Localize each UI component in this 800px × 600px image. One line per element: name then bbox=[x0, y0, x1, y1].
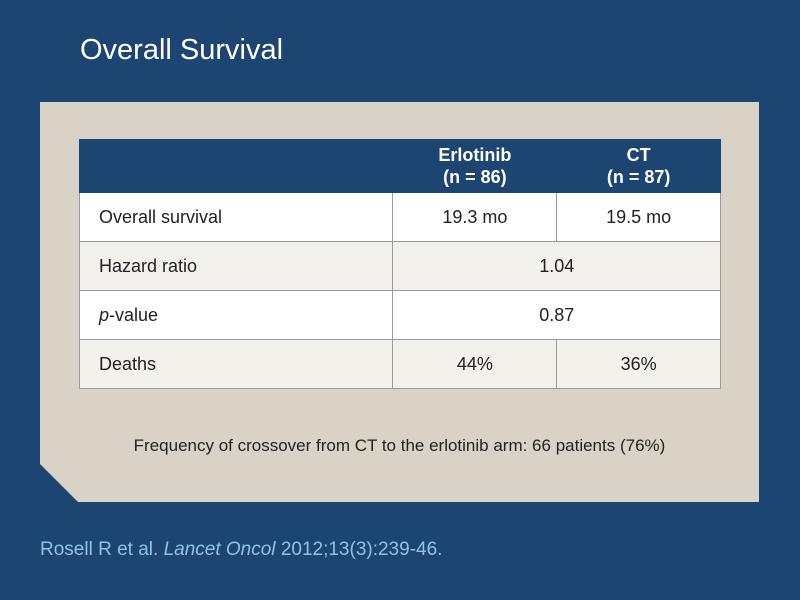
header-blank-cell bbox=[78, 139, 394, 193]
header-ct-name: CT bbox=[626, 145, 651, 165]
citation-ref: 2012;13(3):239-46. bbox=[280, 539, 443, 560]
cell-erlotinib: 19.3 mo bbox=[392, 192, 558, 242]
row-label: Hazard ratio bbox=[78, 241, 394, 291]
header-erlotinib-n: (n = 86) bbox=[443, 167, 507, 187]
table-row-deaths: Deaths 44% 36% bbox=[78, 339, 721, 389]
header-ct-n: (n = 87) bbox=[606, 167, 671, 187]
slide-title: Overall Survival bbox=[80, 34, 284, 66]
citation-authors: Rosell R et al. bbox=[40, 539, 159, 560]
results-table: Erlotinib (n = 86) CT (n = 87) Overall s… bbox=[78, 139, 721, 389]
cell-erlotinib: 44% bbox=[392, 339, 558, 389]
table-row-p-value: p-value 0.87 bbox=[78, 290, 721, 340]
table-row-hazard-ratio: Hazard ratio 1.04 bbox=[78, 241, 721, 291]
cell-ct: 36% bbox=[556, 339, 721, 389]
header-erlotinib-name: Erlotinib bbox=[438, 145, 512, 165]
citation: Rosell R et al. Lancet Oncol 2012;13(3):… bbox=[40, 539, 442, 561]
header-ct: CT (n = 87) bbox=[556, 139, 721, 193]
table-row-overall-survival: Overall survival 19.3 mo 19.5 mo bbox=[78, 192, 721, 242]
header-erlotinib: Erlotinib (n = 86) bbox=[392, 139, 558, 193]
row-label-italic: p bbox=[99, 304, 110, 325]
row-label: Deaths bbox=[78, 339, 394, 389]
crossover-note: Frequency of crossover from CT to the er… bbox=[133, 436, 666, 455]
row-label: p-value bbox=[78, 290, 394, 340]
row-label-rest: -value bbox=[109, 304, 159, 325]
cell-combined: 0.87 bbox=[392, 290, 721, 340]
cell-ct: 19.5 mo bbox=[556, 192, 721, 242]
table-header-row: Erlotinib (n = 86) CT (n = 87) bbox=[78, 139, 721, 193]
citation-journal: Lancet Oncol bbox=[163, 539, 276, 560]
row-label: Overall survival bbox=[78, 192, 394, 242]
cell-combined: 1.04 bbox=[392, 241, 721, 291]
